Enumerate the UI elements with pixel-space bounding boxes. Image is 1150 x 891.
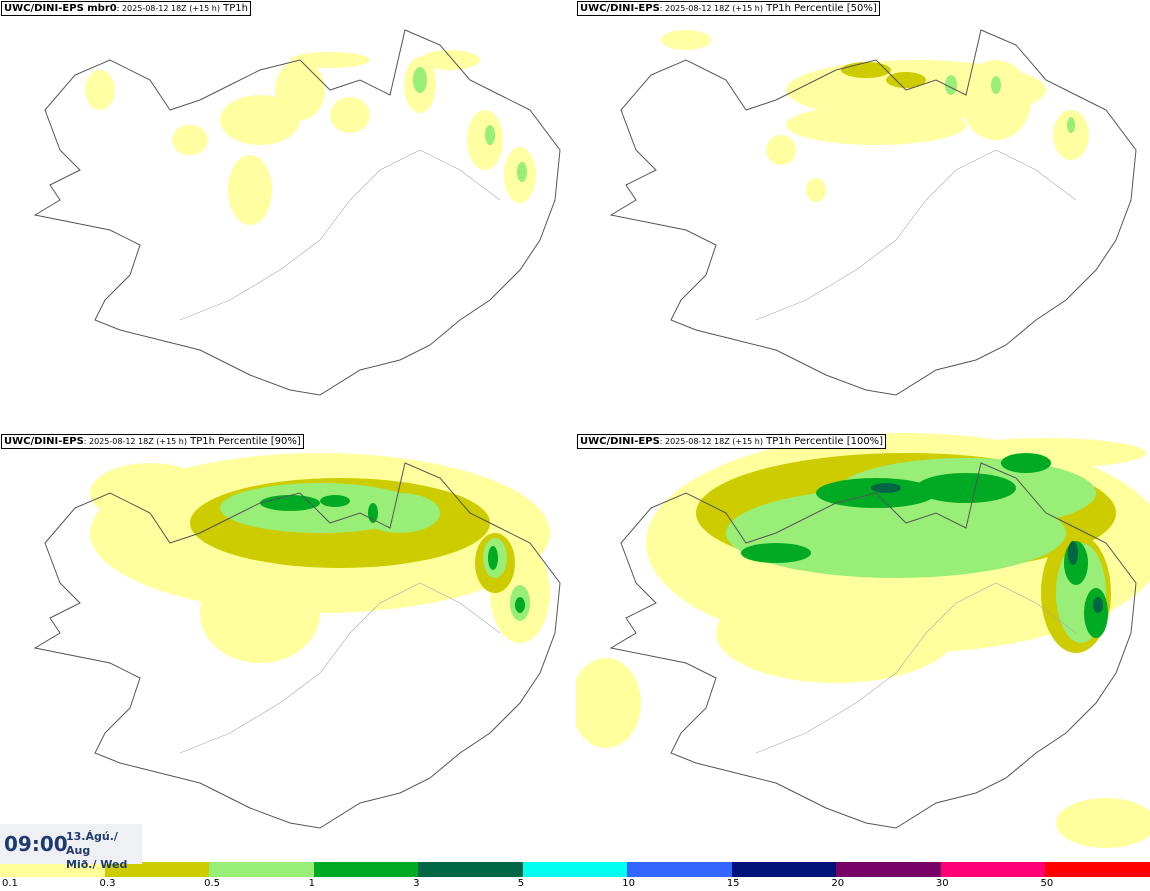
valid-date-weekday: Mið./ Wed: [66, 858, 128, 871]
legend-label: 20: [831, 878, 845, 889]
legend-swatch: [104, 862, 210, 877]
map-panel-p50: UWC/DINI-EPS: 2025-08-12 18Z (+15 h) TP1…: [576, 0, 1150, 430]
legend-label: 15: [726, 878, 740, 889]
legend-swatch: [731, 862, 837, 877]
map-panel-mbr0: UWC/DINI-EPS mbr0: 2025-08-12 18Z (+15 h…: [0, 0, 574, 430]
legend-swatch: [627, 862, 733, 877]
legend-swatch: [1045, 862, 1150, 877]
valid-time: 09:00: [4, 832, 68, 856]
panel-title: UWC/DINI-EPS: 2025-08-12 18Z (+15 h) TP1…: [577, 1, 880, 16]
map-panel-p90: UWC/DINI-EPS: 2025-08-12 18Z (+15 h) TP1…: [0, 433, 574, 863]
valid-date: 13.Ágú./ Aug Mið./ Wed: [66, 830, 142, 872]
precipitation-map: [33, 29, 561, 396]
panel-title: UWC/DINI-EPS: 2025-08-12 18Z (+15 h) TP1…: [1, 434, 304, 449]
valid-date-day: 13.Ágú./ Aug: [66, 830, 118, 857]
panel-title: UWC/DINI-EPS mbr0: 2025-08-12 18Z (+15 h…: [1, 1, 251, 16]
valid-time-box: 09:00 13.Ágú./ Aug Mið./ Wed: [0, 824, 142, 871]
precipitation-map: [609, 29, 1137, 396]
legend-label: 0.3: [99, 878, 116, 889]
legend-swatch: [522, 862, 628, 877]
legend-label: 30: [935, 878, 949, 889]
legend-label: 1: [308, 878, 315, 889]
precipitation-map: [33, 453, 561, 829]
panel-title: UWC/DINI-EPS: 2025-08-12 18Z (+15 h) TP1…: [577, 434, 887, 449]
legend-label: 0.5: [204, 878, 220, 889]
legend-label: 3: [413, 878, 420, 889]
legend-swatch: [836, 862, 942, 877]
legend-label: 50: [1040, 878, 1054, 889]
precipitation-map: [576, 433, 1150, 848]
legend-label: 10: [622, 878, 635, 889]
legend-swatch: [209, 862, 315, 877]
legend-label: 5: [517, 878, 525, 889]
legend-swatch: [313, 862, 419, 877]
legend-swatch: [418, 862, 524, 877]
legend-swatch: [0, 862, 105, 877]
legend-swatch: [940, 862, 1046, 877]
color-legend: 0.1 0.3 0.5 1 3 5 10 15 20 30 50: [0, 862, 1150, 891]
legend-label: 0.1: [2, 878, 18, 889]
map-panel-p100: UWC/DINI-EPS: 2025-08-12 18Z (+15 h) TP1…: [576, 433, 1150, 863]
